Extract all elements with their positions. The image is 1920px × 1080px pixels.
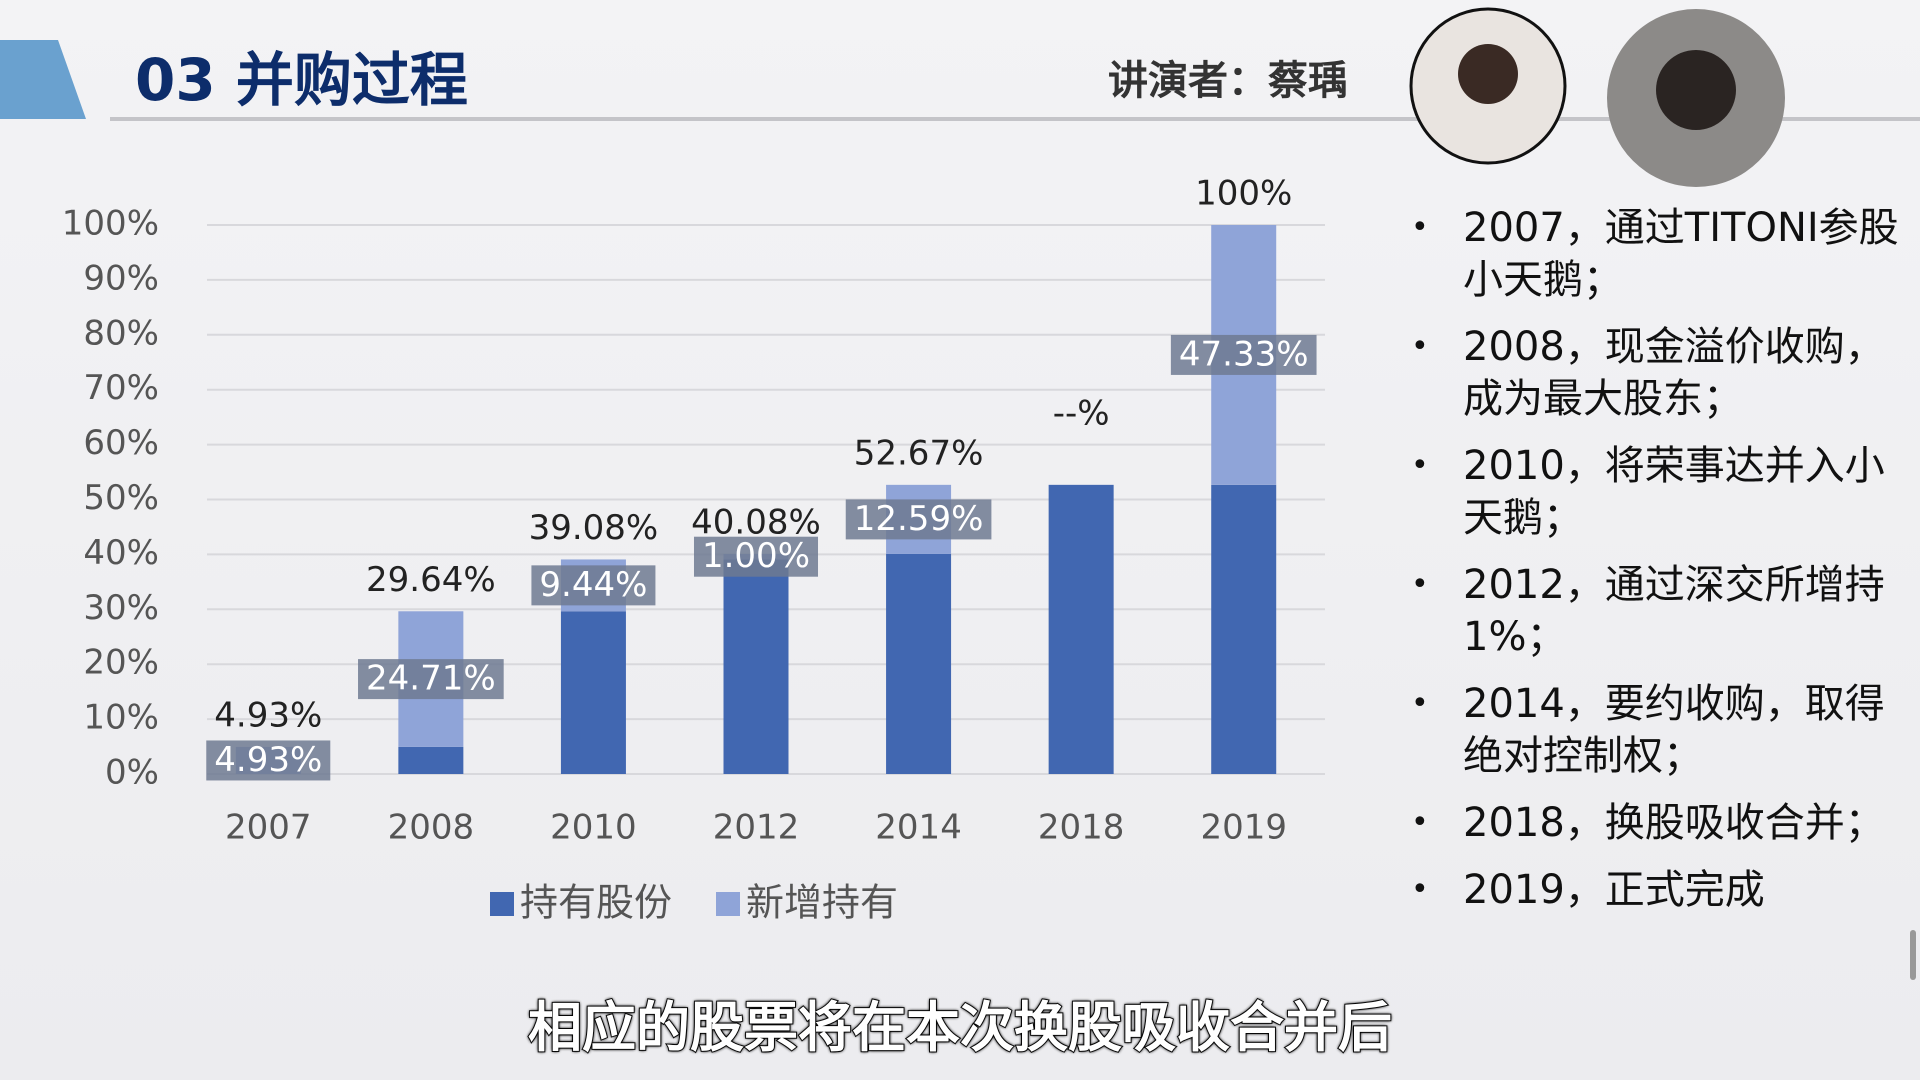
- total-label: 52.67%: [854, 433, 984, 473]
- x-tick-label: 2018: [1038, 808, 1125, 848]
- legend-swatch: [716, 892, 740, 916]
- total-label: 4.93%: [214, 695, 322, 735]
- value-label: 1.00%: [702, 536, 810, 576]
- value-label-box: [845, 499, 992, 540]
- legend-label: 新增持有: [746, 881, 898, 925]
- x-tick-label: 2012: [713, 808, 800, 848]
- bullet-item: 2010，将荣事达并入小天鹅；: [1411, 440, 1901, 544]
- total-label: 100%: [1195, 174, 1292, 214]
- value-label: 47.33%: [1179, 334, 1309, 374]
- subtitle-caption: 相应的股票将在本次换股吸收合并后: [527, 995, 1393, 1060]
- bar-segment: [1211, 484, 1277, 774]
- total-label: 39.08%: [529, 508, 659, 548]
- y-tick-label: 10%: [83, 698, 159, 738]
- value-label: 4.93%: [214, 740, 322, 780]
- total-label: --%: [1053, 393, 1110, 433]
- y-tick-label: 90%: [83, 258, 159, 298]
- x-tick-label: 2014: [875, 808, 962, 848]
- bullet-item: 2012，通过深交所增持1%；: [1411, 559, 1901, 663]
- bullet-item: 2007，通过TITONI参股小天鹅；: [1411, 202, 1901, 306]
- legend-swatch: [490, 892, 514, 916]
- bar-segment: [398, 746, 464, 774]
- y-tick-label: 20%: [83, 643, 159, 683]
- header-shape: [0, 40, 86, 119]
- y-tick-label: 30%: [83, 588, 159, 628]
- bar-segment: [560, 611, 626, 774]
- bullet-item: 2008，现金溢价收购，成为最大股东；: [1411, 321, 1901, 425]
- value-label-box: [531, 565, 656, 606]
- bullet-item: 2014，要约收购，取得绝对控制权；: [1411, 678, 1901, 782]
- y-tick-label: 60%: [83, 423, 159, 463]
- bullet-item: 2019，正式完成: [1411, 864, 1901, 916]
- bar-segment: [886, 553, 952, 774]
- value-label: 9.44%: [539, 565, 647, 605]
- avatar-hair: [1458, 44, 1518, 104]
- y-tick-label: 40%: [83, 533, 159, 573]
- value-label-box: [693, 536, 819, 577]
- total-label: 29.64%: [366, 560, 496, 600]
- presenter: 讲演者：蔡瑀: [1108, 58, 1348, 104]
- y-tick-label: 70%: [83, 368, 159, 408]
- value-label-box: [358, 659, 504, 700]
- bullet-list: 2007，通过TITONI参股小天鹅； 2008，现金溢价收购，成为最大股东； 20…: [1411, 202, 1901, 931]
- value-label: 12.59%: [854, 499, 984, 539]
- y-tick-label: 100%: [62, 204, 159, 244]
- plot: 0% 10% 20% 30% 40% 50% 60% 70% 80% 90% 100% 2007 4.9…: [62, 174, 1325, 925]
- bar-segment: [1048, 484, 1114, 774]
- total-label: 40.08%: [691, 502, 821, 542]
- bar-segment: [723, 559, 789, 774]
- value-label-box: [1170, 334, 1317, 375]
- slide-title: 03 并购过程: [135, 46, 468, 114]
- x-tick-label: 2019: [1200, 808, 1287, 848]
- bullet-item: 2018，换股吸收合并；: [1411, 797, 1901, 849]
- value-label-box: [206, 740, 331, 781]
- x-tick-label: 2008: [388, 808, 475, 848]
- y-tick-label: 50%: [83, 478, 159, 518]
- y-tick-label: 80%: [83, 313, 159, 353]
- y-tick-label: 0%: [105, 753, 159, 793]
- value-label: 24.71%: [366, 659, 496, 699]
- legend-label: 持有股份: [520, 881, 672, 925]
- x-tick-label: 2010: [550, 808, 637, 848]
- webcam-hair: [1656, 50, 1736, 130]
- x-tick-label: 2007: [225, 808, 312, 848]
- scrollbar: [1910, 930, 1916, 980]
